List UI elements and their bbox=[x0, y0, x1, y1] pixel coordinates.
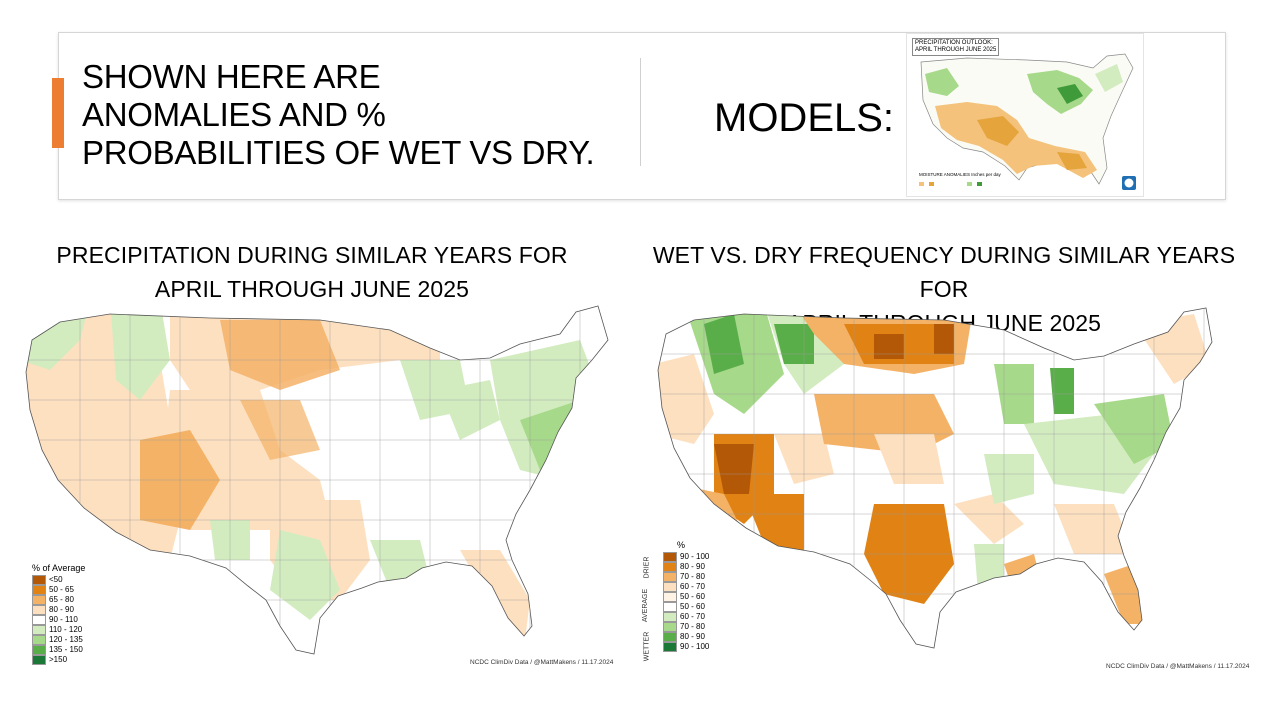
left-legend-item: 65 - 80 bbox=[32, 595, 85, 605]
left-legend-swatch bbox=[32, 645, 46, 655]
left-legend-label: <50 bbox=[49, 575, 63, 585]
right-legend-swatch bbox=[663, 642, 677, 652]
right-legend-label: 60 - 70 bbox=[680, 582, 705, 592]
left-legend-swatch bbox=[32, 605, 46, 615]
accent-bar bbox=[52, 78, 64, 148]
left-legend-label: 65 - 80 bbox=[49, 595, 74, 605]
left-legend-label: 110 - 120 bbox=[49, 625, 83, 635]
right-legend-label: 90 - 100 bbox=[680, 552, 710, 562]
left-legend-rows: <50 50 - 65 65 - 80 80 - 90 90 - 110 110 - 12… bbox=[32, 575, 85, 665]
left-legend-item: 135 - 150 bbox=[32, 645, 85, 655]
right-legend-rows: 90 - 100 80 - 90 70 - 80 60 - 70 50 - 60 50 -… bbox=[663, 552, 709, 652]
right-legend-title: % bbox=[677, 540, 686, 550]
right-legend-label: 50 - 60 bbox=[680, 592, 705, 602]
outlook-thumbnail-title: PRECIPITATION OUTLOOK: APRIL THROUGH JUN… bbox=[912, 38, 1000, 56]
right-legend-swatch bbox=[663, 592, 677, 602]
right-legend-swatch bbox=[663, 632, 677, 642]
outlook-wet-northwest bbox=[925, 68, 959, 96]
left-map-legend: % of Average <50 50 - 65 65 - 80 80 - 90 90 … bbox=[32, 563, 85, 665]
legend-label-average: AVERAGE bbox=[642, 588, 650, 623]
left-legend-item: 80 - 90 bbox=[32, 605, 85, 615]
left-legend-label: >150 bbox=[49, 655, 68, 665]
left-legend-item: 110 - 120 bbox=[32, 625, 85, 635]
left-legend-swatch bbox=[32, 615, 46, 625]
left-legend-swatch bbox=[32, 625, 46, 635]
outlook-thumbnail-map bbox=[919, 53, 1136, 190]
slide-heading-line-3: PROBABILITIES OF WET VS DRY. bbox=[82, 134, 595, 171]
left-legend-swatch bbox=[32, 585, 46, 595]
models-label: MODELS: bbox=[714, 96, 895, 140]
left-legend-item: <50 bbox=[32, 575, 85, 585]
right-legend-label: 80 - 90 bbox=[680, 632, 705, 642]
outlook-legend-title-text: MOISTURE ANOMALIES bbox=[919, 172, 971, 177]
right-legend-label: 90 - 100 bbox=[680, 642, 710, 652]
right-legend-item: 80 - 90 bbox=[663, 562, 709, 572]
right-legend-item: 70 - 80 bbox=[663, 572, 709, 582]
left-legend-item: 50 - 65 bbox=[32, 585, 85, 595]
right-map-legend: % 90 - 100 80 - 90 70 - 80 60 - 70 50 - 60 50… bbox=[663, 540, 709, 652]
left-legend-swatch bbox=[32, 635, 46, 645]
right-legend-label: 80 - 90 bbox=[680, 562, 705, 572]
outlook-wet-northeast bbox=[1095, 64, 1123, 92]
outlook-title-line-2: APRIL THROUGH JUNE 2025 bbox=[915, 47, 997, 53]
right-legend-item: 80 - 90 bbox=[663, 632, 709, 642]
right-legend-label: 70 - 80 bbox=[680, 572, 705, 582]
left-legend-label: 80 - 90 bbox=[49, 605, 74, 615]
right-legend-swatch bbox=[663, 562, 677, 572]
left-legend-label: 90 - 110 bbox=[49, 615, 78, 625]
right-legend-label: 50 - 60 bbox=[680, 602, 705, 612]
right-frequency-map bbox=[657, 307, 1213, 649]
right-legend-item: 60 - 70 bbox=[663, 612, 709, 622]
left-map-title-line-1: PRECIPITATION DURING SIMILAR YEARS FOR bbox=[56, 242, 568, 268]
right-legend-item: 90 - 100 bbox=[663, 642, 709, 652]
left-legend-swatch bbox=[32, 595, 46, 605]
right-legend-item: 50 - 60 bbox=[663, 602, 709, 612]
right-legend-swatch bbox=[663, 612, 677, 622]
right-map-title-line-1: WET VS. DRY FREQUENCY DURING SIMILAR YEA… bbox=[652, 242, 1236, 302]
slide-heading-line-1: SHOWN HERE ARE bbox=[82, 58, 381, 95]
outlook-legend-title: MOISTURE ANOMALIES Inches per day bbox=[919, 172, 1001, 177]
left-legend-item: 90 - 110 bbox=[32, 615, 85, 625]
left-map-title-line-2: APRIL THROUGH JUNE 2025 bbox=[154, 276, 470, 302]
right-map-source: NCDC ClimDiv Data / @MattMakens / 11.17.… bbox=[1106, 663, 1250, 670]
outlook-thumbnail: PRECIPITATION OUTLOOK: APRIL THROUGH JUN… bbox=[906, 33, 1144, 197]
left-legend-item: >150 bbox=[32, 655, 85, 665]
legend-label-wetter: WETTER bbox=[643, 631, 651, 662]
outlook-title-line-1: PRECIPITATION OUTLOOK: bbox=[915, 40, 993, 46]
right-legend-item: 90 - 100 bbox=[663, 552, 709, 562]
left-legend-swatch bbox=[32, 575, 46, 585]
outlook-dry-gulf bbox=[1057, 152, 1087, 170]
left-map-title: PRECIPITATION DURING SIMILAR YEARS FOR A… bbox=[20, 238, 604, 306]
left-legend-title: % of Average bbox=[32, 563, 86, 573]
legend-label-drier: DRIER bbox=[643, 556, 651, 579]
header-divider bbox=[640, 58, 641, 166]
outlook-legend-subtitle: Inches per day bbox=[971, 172, 1001, 177]
left-legend-item: 120 - 135 bbox=[32, 635, 85, 645]
right-legend-swatch bbox=[663, 622, 677, 632]
outlook-dry-south bbox=[935, 102, 1097, 178]
outlook-legend-swatches bbox=[919, 182, 982, 186]
slide-heading-line-2: ANOMALIES AND % bbox=[82, 96, 386, 133]
slide-heading: SHOWN HERE ARE ANOMALIES AND % PROBABILI… bbox=[82, 58, 622, 172]
left-map-source: NCDC ClimDiv Data / @MattMakens / 11.17.… bbox=[470, 659, 614, 666]
right-legend-swatch bbox=[663, 552, 677, 562]
left-legend-label: 120 - 135 bbox=[49, 635, 83, 645]
right-legend-label: 60 - 70 bbox=[680, 612, 705, 622]
outlook-wet-core bbox=[1057, 84, 1083, 104]
right-legend-label: 70 - 80 bbox=[680, 622, 705, 632]
right-legend-swatch bbox=[663, 572, 677, 582]
left-legend-label: 135 - 150 bbox=[49, 645, 83, 655]
outlook-dry-core bbox=[977, 116, 1019, 146]
left-legend-swatch bbox=[32, 655, 46, 665]
left-legend-label: 50 - 65 bbox=[49, 585, 74, 595]
right-legend-swatch bbox=[663, 602, 677, 612]
right-legend-item: 60 - 70 bbox=[663, 582, 709, 592]
left-precipitation-map bbox=[25, 305, 609, 655]
noaa-logo bbox=[1122, 176, 1136, 190]
right-legend-swatch bbox=[663, 582, 677, 592]
right-legend-item: 70 - 80 bbox=[663, 622, 709, 632]
right-legend-item: 50 - 60 bbox=[663, 592, 709, 602]
